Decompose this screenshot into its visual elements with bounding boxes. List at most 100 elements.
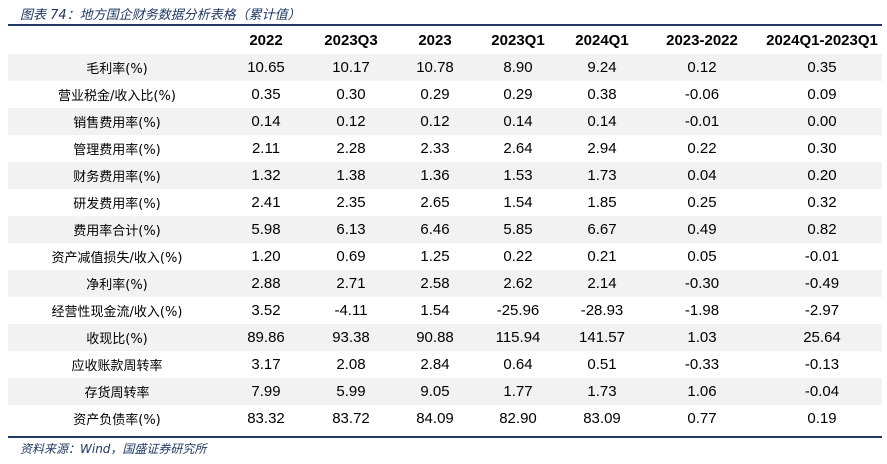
table-cell: 1.36 — [396, 162, 474, 189]
table-cell: 2.14 — [562, 270, 642, 297]
table-cell: -28.93 — [562, 297, 642, 324]
table-cell: 10.65 — [226, 54, 306, 81]
table-row: 财务费用率(%) 1.32 1.38 1.36 1.53 1.73 0.04 0.20 — [8, 162, 882, 189]
column-header — [8, 26, 226, 54]
table-row: 资产负债率(%) 83.32 83.72 84.09 82.90 83.09 0.77 0.1… — [8, 405, 882, 432]
table-row: 研发费用率(%) 2.41 2.35 2.65 1.54 1.85 0.25 0.32 — [8, 189, 882, 216]
column-header: 2022 — [226, 26, 306, 54]
table-cell: 0.30 — [306, 81, 396, 108]
table-cell: 83.09 — [562, 405, 642, 432]
column-header: 2024Q1-2023Q1 — [762, 26, 882, 54]
table-cell: 0.29 — [396, 81, 474, 108]
table-cell: 0.05 — [642, 243, 762, 270]
column-header: 2023 — [396, 26, 474, 54]
table-cell: 0.82 — [762, 216, 882, 243]
source-note: 资料来源：Wind，国盛证券研究所 — [20, 442, 207, 456]
table-cell: 1.54 — [396, 297, 474, 324]
table-cell: 83.32 — [226, 405, 306, 432]
table-cell: 9.05 — [396, 378, 474, 405]
table-row: 营业税金/收入比(%) 0.35 0.30 0.29 0.29 0.38 -0.06 0.09 — [8, 81, 882, 108]
row-label: 资产减值损失/收入(%) — [8, 243, 226, 270]
row-label: 费用率合计(%) — [8, 216, 226, 243]
table-cell: 0.19 — [762, 405, 882, 432]
table-cell: 6.13 — [306, 216, 396, 243]
table-cell: 141.57 — [562, 324, 642, 351]
table-row: 净利率(%) 2.88 2.71 2.58 2.62 2.14 -0.30 -0.49 — [8, 270, 882, 297]
table-cell: 0.49 — [642, 216, 762, 243]
table-cell: 0.14 — [474, 108, 562, 135]
table-cell: 0.12 — [642, 54, 762, 81]
top-rule — [8, 24, 882, 26]
table-cell: 25.64 — [762, 324, 882, 351]
table-cell: 89.86 — [226, 324, 306, 351]
table-cell: 1.54 — [474, 189, 562, 216]
table-cell: 3.52 — [226, 297, 306, 324]
table-cell: 0.35 — [226, 81, 306, 108]
table-cell: 0.14 — [562, 108, 642, 135]
table-row: 管理费用率(%) 2.11 2.28 2.33 2.64 2.94 0.22 0.30 — [8, 135, 882, 162]
table-cell: 0.38 — [562, 81, 642, 108]
row-label: 资产负债率(%) — [8, 405, 226, 432]
table-cell: -0.04 — [762, 378, 882, 405]
table-cell: 1.25 — [396, 243, 474, 270]
table-cell: 0.22 — [642, 135, 762, 162]
column-header: 2024Q1 — [562, 26, 642, 54]
row-label: 财务费用率(%) — [8, 162, 226, 189]
table-body: 毛利率(%) 10.65 10.17 10.78 8.90 9.24 0.12 0.35 营业税… — [8, 54, 882, 432]
table-row: 收现比(%) 89.86 93.38 90.88 115.94 141.57 1.03 25.… — [8, 324, 882, 351]
table-cell: 2.65 — [396, 189, 474, 216]
table-cell: 5.98 — [226, 216, 306, 243]
table-cell: 0.77 — [642, 405, 762, 432]
table-cell: 0.12 — [396, 108, 474, 135]
table-cell: 1.77 — [474, 378, 562, 405]
table-cell: 0.22 — [474, 243, 562, 270]
table-cell: 2.94 — [562, 135, 642, 162]
table-cell: 83.72 — [306, 405, 396, 432]
table-cell: 0.20 — [762, 162, 882, 189]
table-row: 销售费用率(%) 0.14 0.12 0.12 0.14 0.14 -0.01 0.00 — [8, 108, 882, 135]
table-cell: 0.04 — [642, 162, 762, 189]
table-cell: 9.24 — [562, 54, 642, 81]
table-cell: -25.96 — [474, 297, 562, 324]
table-cell: -0.06 — [642, 81, 762, 108]
table-cell: 2.84 — [396, 351, 474, 378]
row-label: 应收账款周转率 — [8, 351, 226, 378]
table-cell: 0.00 — [762, 108, 882, 135]
table-cell: 6.46 — [396, 216, 474, 243]
table-cell: 7.99 — [226, 378, 306, 405]
table-row: 经营性现金流/收入(%) 3.52 -4.11 1.54 -25.96 -28.93 -1.… — [8, 297, 882, 324]
table-cell: -2.97 — [762, 297, 882, 324]
table-cell: 84.09 — [396, 405, 474, 432]
row-label: 净利率(%) — [8, 270, 226, 297]
table-cell: 0.21 — [562, 243, 642, 270]
table-cell: 0.51 — [562, 351, 642, 378]
column-header: 2023-2022 — [642, 26, 762, 54]
table-cell: 2.64 — [474, 135, 562, 162]
row-label: 营业税金/收入比(%) — [8, 81, 226, 108]
table-cell: 2.41 — [226, 189, 306, 216]
table-cell: 2.28 — [306, 135, 396, 162]
column-header: 2023Q1 — [474, 26, 562, 54]
column-header: 2023Q3 — [306, 26, 396, 54]
table-row: 费用率合计(%) 5.98 6.13 6.46 5.85 6.67 0.49 0.82 — [8, 216, 882, 243]
row-label: 毛利率(%) — [8, 54, 226, 81]
row-label: 销售费用率(%) — [8, 108, 226, 135]
table-cell: 1.73 — [562, 378, 642, 405]
table-cell: 5.99 — [306, 378, 396, 405]
table-cell: 5.85 — [474, 216, 562, 243]
table-cell: -4.11 — [306, 297, 396, 324]
table-cell: 10.78 — [396, 54, 474, 81]
table-cell: -0.13 — [762, 351, 882, 378]
table-cell: 0.32 — [762, 189, 882, 216]
bottom-rule — [8, 436, 882, 438]
table-cell: 0.69 — [306, 243, 396, 270]
row-label: 经营性现金流/收入(%) — [8, 297, 226, 324]
table-cell: 8.90 — [474, 54, 562, 81]
table-cell: 82.90 — [474, 405, 562, 432]
table-cell: 0.30 — [762, 135, 882, 162]
row-label: 研发费用率(%) — [8, 189, 226, 216]
table-cell: 2.71 — [306, 270, 396, 297]
table-cell: 0.29 — [474, 81, 562, 108]
table-cell: -0.33 — [642, 351, 762, 378]
table-cell: -0.49 — [762, 270, 882, 297]
